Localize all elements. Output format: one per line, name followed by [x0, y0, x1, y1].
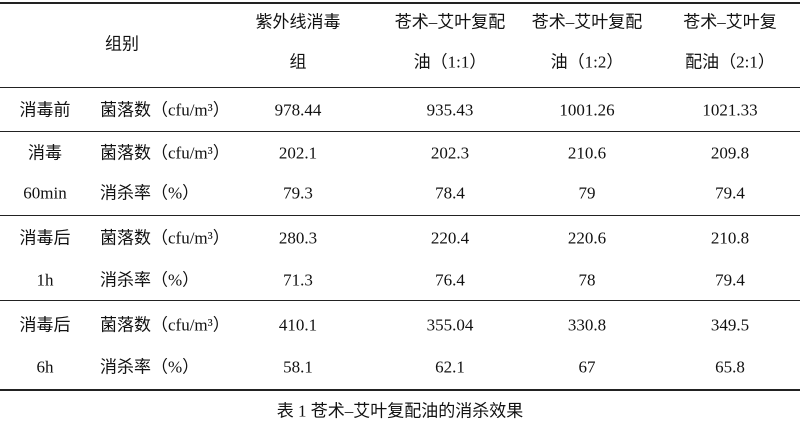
- cell-value: 1001.26: [559, 100, 615, 120]
- cell-value: 79.4: [715, 183, 745, 203]
- cell-value: 209.8: [710, 143, 750, 163]
- metric-label: 消杀率（%）: [100, 183, 200, 203]
- group-label: 消毒后: [19, 315, 71, 335]
- bottom-rule: [0, 389, 800, 391]
- cell-value: 79: [578, 183, 596, 203]
- group-label: 消毒: [28, 143, 62, 163]
- metric-label: 消杀率（%）: [100, 357, 200, 377]
- cell-value: 58.1: [283, 357, 313, 377]
- group-label: 1h: [36, 270, 54, 290]
- cell-value: 355.04: [426, 315, 474, 335]
- cell-value: 71.3: [283, 270, 313, 290]
- metric-label: 消杀率（%）: [100, 270, 200, 290]
- group-label: 60min: [23, 183, 67, 203]
- row-rule: [0, 131, 800, 132]
- cell-value: 220.4: [430, 228, 470, 248]
- cell-value: 210.6: [567, 143, 607, 163]
- group-label: 6h: [36, 357, 54, 377]
- column-header: 组: [289, 52, 307, 72]
- header-rule: [0, 87, 800, 88]
- column-header: 苍术–艾叶复: [683, 12, 777, 32]
- cell-value: 978.44: [274, 100, 322, 120]
- cell-value: 330.8: [567, 315, 607, 335]
- cell-value: 62.1: [435, 357, 465, 377]
- header-group: 组别: [105, 34, 139, 54]
- cell-value: 280.3: [278, 228, 318, 248]
- metric-label: 菌落数（cfu/m³）: [100, 228, 230, 248]
- metric-label: 菌落数（cfu/m³）: [100, 315, 230, 335]
- cell-value: 210.8: [710, 228, 750, 248]
- row-rule: [0, 215, 800, 216]
- cell-value: 79.4: [715, 270, 745, 290]
- cell-value: 67: [578, 357, 596, 377]
- cell-value: 220.6: [567, 228, 607, 248]
- row-rule: [0, 300, 800, 301]
- cell-value: 78: [578, 270, 596, 290]
- cell-value: 65.8: [715, 357, 745, 377]
- column-header: 苍术–艾叶复配: [394, 12, 506, 32]
- column-header: 苍术–艾叶复配: [531, 12, 643, 32]
- group-label: 消毒前: [19, 100, 71, 120]
- cell-value: 935.43: [426, 100, 474, 120]
- metric-label: 菌落数（cfu/m³）: [100, 100, 230, 120]
- metric-label: 菌落数（cfu/m³）: [100, 143, 230, 163]
- cell-value: 410.1: [278, 315, 318, 335]
- column-header: 紫外线消毒: [255, 12, 341, 32]
- column-header: 配油（2:1）: [685, 52, 775, 72]
- cell-value: 1021.33: [702, 100, 758, 120]
- cell-value: 76.4: [435, 270, 465, 290]
- top-rule: [0, 2, 800, 4]
- cell-value: 349.5: [710, 315, 750, 335]
- column-header: 油（1:2）: [550, 52, 624, 72]
- cell-value: 202.3: [430, 143, 470, 163]
- column-header: 油（1:1）: [413, 52, 487, 72]
- cell-value: 79.3: [283, 183, 313, 203]
- cell-value: 202.1: [278, 143, 318, 163]
- caption: 表 1 苍术–艾叶复配油的消杀效果: [276, 401, 524, 421]
- group-label: 消毒后: [19, 228, 71, 248]
- cell-value: 78.4: [435, 183, 465, 203]
